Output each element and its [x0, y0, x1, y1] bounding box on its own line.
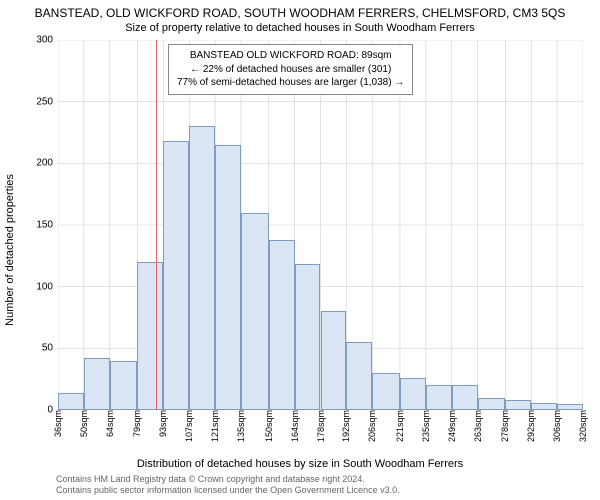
- x-tick-label: 278sqm: [500, 410, 510, 445]
- y-tick-label: 50: [42, 343, 58, 354]
- chart-area: BANSTEAD OLD WICKFORD ROAD: 89sqm ← 22% …: [58, 40, 583, 410]
- x-tick-label: 50sqm: [79, 410, 89, 440]
- annotation-line: ← 22% of detached houses are smaller (30…: [177, 63, 404, 77]
- y-tick-label: 100: [36, 281, 58, 292]
- x-tick-label: 306sqm: [552, 410, 562, 445]
- y-tick-label: 250: [36, 96, 58, 107]
- histogram-bar: [426, 385, 452, 410]
- x-tick-label: 36sqm: [53, 410, 63, 440]
- x-tick-label: 135sqm: [236, 410, 246, 445]
- x-tick-label: 292sqm: [526, 410, 536, 445]
- histogram-bar: [241, 213, 269, 410]
- y-axis-label: Number of detached properties: [4, 174, 16, 326]
- histogram-bar: [346, 342, 372, 410]
- x-tick-label: 64sqm: [105, 410, 115, 440]
- x-tick-label: 121sqm: [210, 410, 220, 445]
- y-tick-label: 200: [36, 158, 58, 169]
- histogram-bar: [58, 393, 84, 410]
- page-title: BANSTEAD, OLD WICKFORD ROAD, SOUTH WOODH…: [0, 6, 600, 20]
- annotation-line: 77% of semi-detached houses are larger (…: [177, 76, 404, 90]
- histogram-bar: [137, 262, 163, 410]
- reference-line: [156, 40, 157, 410]
- histogram-bar: [452, 385, 478, 410]
- x-tick-label: 107sqm: [184, 410, 194, 445]
- histogram-bar: [295, 264, 321, 410]
- x-tick-label: 235sqm: [421, 410, 431, 445]
- histogram-bar: [372, 373, 400, 410]
- histogram-bar: [478, 398, 506, 410]
- x-tick-label: 192sqm: [341, 410, 351, 445]
- x-axis-label: Distribution of detached houses by size …: [0, 458, 600, 470]
- histogram-bar: [189, 126, 215, 410]
- histogram-bar: [110, 361, 138, 410]
- x-tick-label: 320sqm: [578, 410, 588, 445]
- histogram-bar: [321, 311, 347, 410]
- histogram-bar: [84, 358, 110, 410]
- footer-line: Contains public sector information licen…: [56, 485, 400, 496]
- page-subtitle: Size of property relative to detached ho…: [0, 22, 600, 34]
- annotation-line: BANSTEAD OLD WICKFORD ROAD: 89sqm: [177, 49, 404, 63]
- x-tick-label: 93sqm: [158, 410, 168, 440]
- x-tick-label: 221sqm: [395, 410, 405, 445]
- histogram-bar: [269, 240, 295, 410]
- x-tick-label: 206sqm: [367, 410, 377, 445]
- histogram-bar: [531, 403, 557, 410]
- x-tick-label: 150sqm: [264, 410, 274, 445]
- x-tick-label: 178sqm: [316, 410, 326, 445]
- histogram-bar: [505, 400, 531, 410]
- x-tick-label: 164sqm: [290, 410, 300, 445]
- y-tick-label: 150: [36, 220, 58, 231]
- histogram-bar: [163, 141, 189, 410]
- footer-attribution: Contains HM Land Registry data © Crown c…: [56, 474, 400, 497]
- footer-line: Contains HM Land Registry data © Crown c…: [56, 474, 400, 485]
- y-tick-label: 300: [36, 35, 58, 46]
- x-tick-label: 249sqm: [447, 410, 457, 445]
- x-tick-label: 263sqm: [473, 410, 483, 445]
- x-tick-label: 79sqm: [132, 410, 142, 440]
- histogram-bar: [400, 378, 426, 410]
- histogram-bars: [58, 40, 583, 410]
- annotation-box: BANSTEAD OLD WICKFORD ROAD: 89sqm ← 22% …: [168, 44, 413, 95]
- histogram-bar: [215, 145, 241, 410]
